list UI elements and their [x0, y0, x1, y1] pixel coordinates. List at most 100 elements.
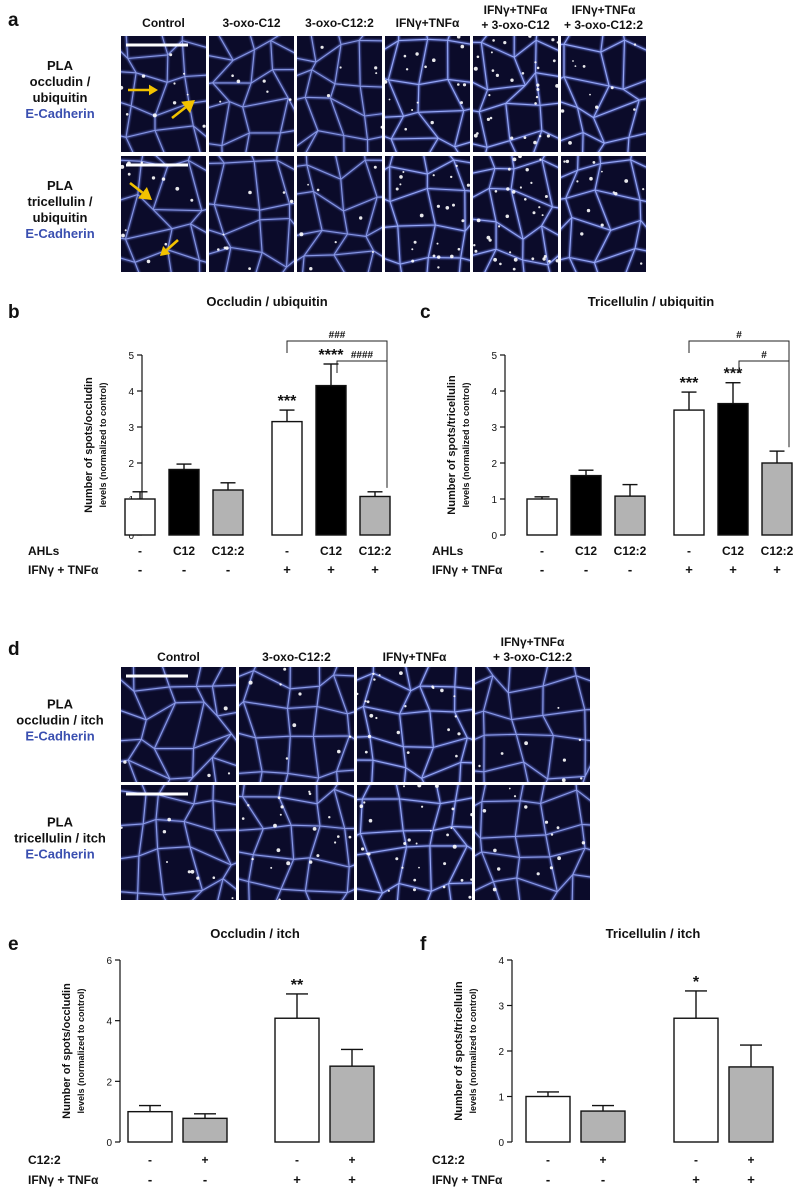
bracket-label: #: [736, 330, 742, 341]
column-header: + 3-oxo-C12:2: [493, 650, 572, 664]
condition-value: C12: [575, 544, 597, 558]
condition-value: +: [773, 562, 781, 577]
row-label: occludin / itch: [16, 713, 103, 728]
y-tick-label: 6: [106, 956, 112, 967]
bar: [526, 498, 558, 536]
micrograph-tile: [297, 156, 382, 272]
condition-value: C12:2: [761, 544, 794, 558]
condition-value: C12:2: [614, 544, 647, 558]
significance-bracket: ####: [336, 350, 388, 488]
significance-stars: **: [291, 977, 304, 994]
condition-value: -: [694, 1153, 698, 1167]
condition-value: -: [138, 544, 142, 558]
column-header: IFNγ+TNFα: [484, 3, 548, 17]
column-header: + 3-oxo-C12:2: [564, 18, 643, 32]
y-tick-label: 1: [491, 495, 497, 506]
y-axis-label: Number of spots/tricellulin: [453, 981, 465, 1121]
condition-value: C12: [173, 544, 195, 558]
micrograph-tile: [297, 36, 382, 152]
chart-f: f Tricellulin / itch 0 1 2 3 4 Number of spots/…: [420, 926, 774, 1187]
condition-value: +: [371, 562, 379, 577]
panel-letter-d: d: [8, 639, 20, 660]
bar: [315, 384, 347, 536]
chart-title: Occludin / ubiquitin: [206, 294, 327, 309]
condition-value: C12: [722, 544, 744, 558]
y-tick-label: 0: [128, 531, 134, 542]
micrograph-tile: [121, 36, 206, 152]
y-tick-label: 5: [491, 351, 497, 362]
micrograph-tile: [239, 785, 354, 900]
condition-value: -: [182, 562, 186, 577]
condition-value: +: [747, 1153, 754, 1167]
micrograph-tile: [473, 36, 558, 152]
condition-value: +: [283, 562, 291, 577]
y-tick-label: 3: [128, 423, 134, 434]
row-label: ubiquitin: [33, 210, 88, 225]
column-header: IFNγ+TNFα: [383, 650, 447, 664]
bar: [728, 1066, 774, 1143]
condition-value: -: [138, 562, 142, 577]
condition-value: -: [226, 562, 230, 577]
condition-value: C12:2: [212, 544, 245, 558]
micrograph-tile: [239, 667, 354, 782]
y-tick-label: 2: [128, 459, 134, 470]
bar: [570, 474, 602, 536]
condition-value: -: [148, 1153, 152, 1167]
condition-value: +: [293, 1172, 301, 1187]
y-tick-label: 4: [498, 956, 504, 967]
bar: [212, 489, 244, 536]
bar: [127, 1110, 173, 1143]
panel-a: a Control 3-oxo-C12 3-oxo-C12:2 IFNγ+TNFα IFN…: [8, 3, 646, 272]
panel-letter-e: e: [8, 934, 19, 955]
condition-value: +: [201, 1153, 208, 1167]
condition-value: C12:2: [359, 544, 392, 558]
bracket-label: #: [761, 350, 767, 361]
row-label: PLA: [47, 697, 74, 712]
y-tick-label: 2: [491, 459, 497, 470]
bar: [182, 1117, 228, 1143]
micrograph-tile: [121, 785, 236, 900]
micrograph-tile: [121, 667, 236, 782]
condition-value: C12: [320, 544, 342, 558]
significance-stars: *: [693, 974, 700, 991]
row-label: ubiquitin: [33, 90, 88, 105]
bar: [274, 1017, 320, 1143]
bar: [673, 409, 705, 536]
condition-row-label: AHLs: [432, 544, 464, 558]
bar: [271, 420, 303, 536]
y-tick-label: 0: [106, 1138, 112, 1149]
significance-stars: ***: [724, 366, 743, 383]
condition-row-label: IFNγ + TNFα: [28, 563, 99, 577]
condition-value: +: [729, 562, 737, 577]
micrograph-tile: [385, 36, 470, 152]
condition-row-label: C12:2: [28, 1153, 61, 1167]
micrograph-tile: [475, 785, 590, 900]
y-axis-label: levels (normalized to control): [468, 988, 478, 1113]
condition-row-label: IFNγ + TNFα: [28, 1173, 99, 1187]
chart-c: c Tricellulin / ubiquitin 0 1 2 3 4 5 Number of …: [420, 294, 794, 577]
stain-label: E-Cadherin: [25, 226, 94, 241]
bar: [359, 495, 391, 536]
condition-value: +: [348, 1153, 355, 1167]
y-tick-label: 3: [498, 1002, 504, 1013]
condition-row-label: IFNγ + TNFα: [432, 1173, 503, 1187]
condition-value: -: [628, 562, 632, 577]
stain-label: E-Cadherin: [25, 729, 94, 744]
condition-value: -: [540, 562, 544, 577]
y-axis-label: levels (normalized to control): [76, 988, 86, 1113]
bar: [525, 1095, 571, 1143]
stain-label: E-Cadherin: [25, 106, 94, 121]
y-axis-label: levels (normalized to control): [461, 382, 471, 507]
condition-value: -: [540, 544, 544, 558]
micrograph-tile: [473, 156, 558, 272]
condition-value: -: [601, 1172, 605, 1187]
condition-value: +: [599, 1153, 606, 1167]
bar: [673, 1017, 719, 1143]
y-axis-label: Number of spots/occludin: [83, 377, 95, 513]
y-tick-label: 5: [128, 351, 134, 362]
condition-row-label: IFNγ + TNFα: [432, 563, 503, 577]
bar: [329, 1065, 375, 1143]
column-header: 3-oxo-C12:2: [305, 16, 374, 30]
